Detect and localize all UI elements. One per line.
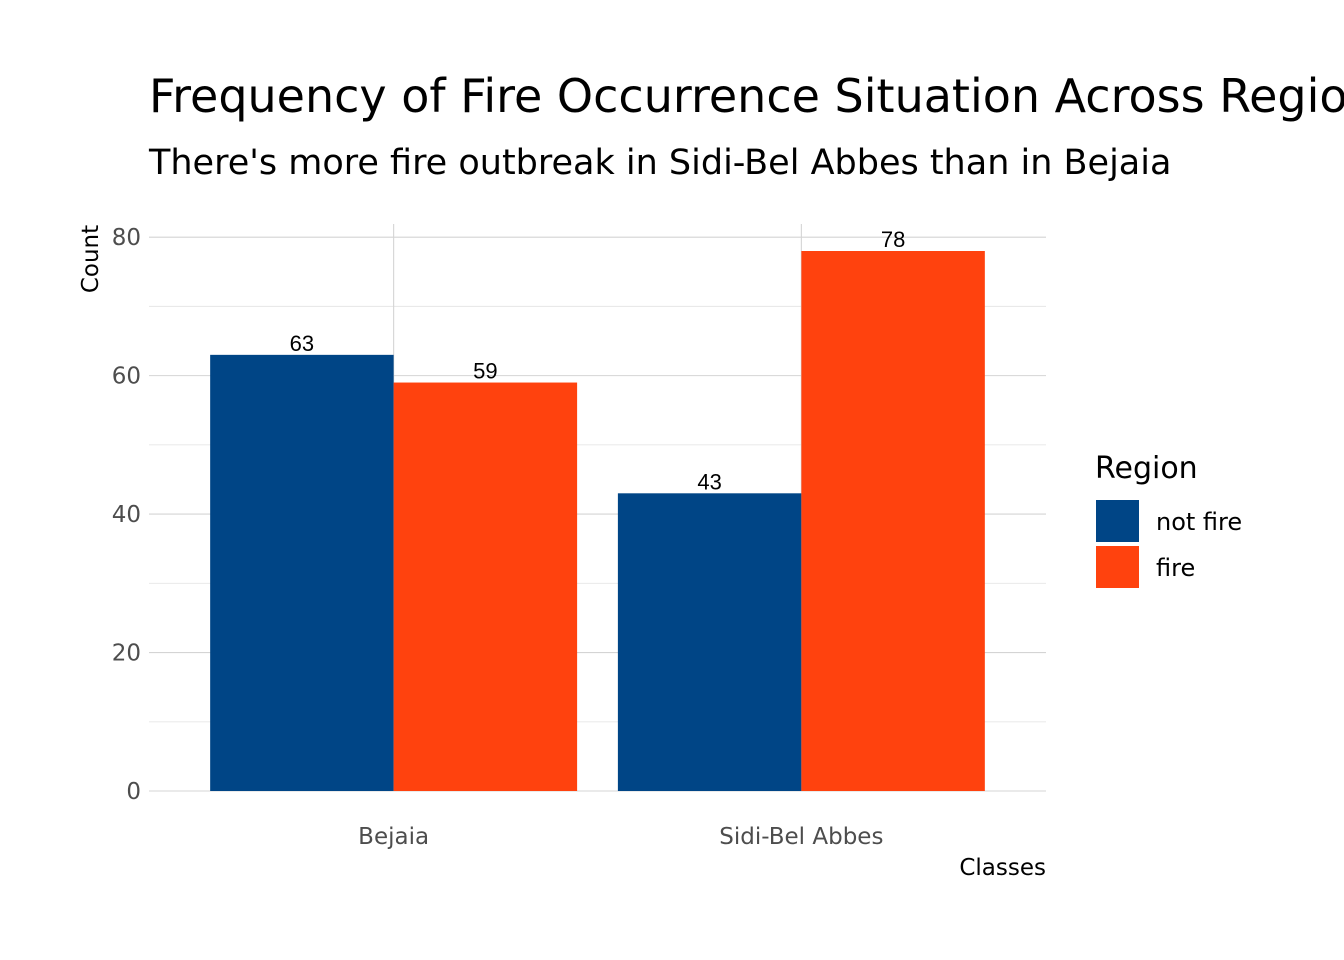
legend-key-fire [1096,546,1139,588]
y-axis-ticks: 0 20 40 60 80 [112,225,141,805]
bar-not-fire-Sidi-Bel-Abbes [617,493,802,791]
legend-title: Region [1095,451,1198,486]
legend-items: not fire fire [1096,500,1242,588]
bar-labels: 63 59 43 78 [290,227,906,494]
chart-title: Frequency of Fire Occurrence Situation A… [149,69,1344,123]
x-tick-label: Bejaia [358,824,429,850]
x-axis-ticks: Bejaia Sidi-Bel Abbes [358,824,883,850]
bar-value-label: 78 [881,227,905,252]
x-tick-label: Sidi-Bel Abbes [719,824,883,850]
x-axis-title: Classes [959,855,1046,881]
y-tick-label: 80 [112,225,141,251]
bar-value-label: 59 [473,359,497,384]
y-tick-label: 0 [126,779,141,805]
bar-fire-Bejaia [393,382,578,791]
legend-label: fire [1156,554,1195,582]
y-tick-label: 60 [112,364,141,390]
legend-label: not fire [1156,508,1242,536]
bar-fire-Sidi-Bel-Abbes [801,251,985,791]
bar-not-fire-Bejaia [210,354,394,791]
bar-value-label: 43 [697,469,721,494]
bars [210,251,985,791]
bar-value-label: 63 [290,331,314,356]
y-tick-label: 20 [112,641,141,667]
legend-key-not-fire [1096,500,1139,542]
chart-subtitle: There's more fire outbreak in Sidi-Bel A… [149,143,1172,183]
legend: Region not fire fire [1095,451,1242,588]
y-tick-label: 40 [112,502,141,528]
y-axis-title: Count [78,225,104,293]
